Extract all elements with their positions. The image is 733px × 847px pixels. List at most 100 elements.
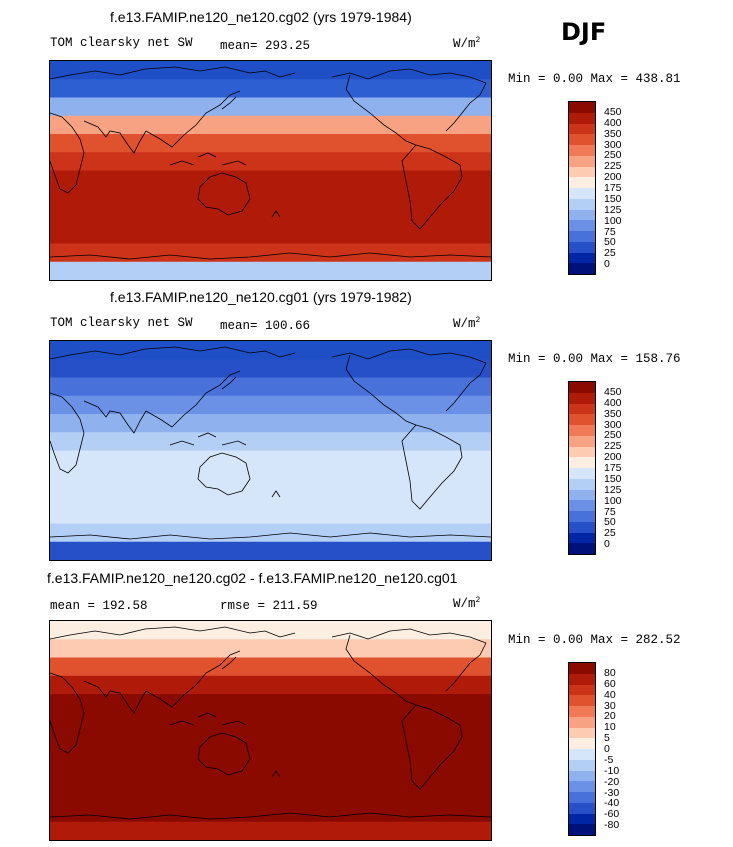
colorbar-tick-label: -20 xyxy=(604,775,620,788)
map-band xyxy=(50,97,491,117)
colorbar-swatch xyxy=(569,749,595,760)
colorbar-swatch xyxy=(569,684,595,696)
map-band xyxy=(50,79,491,99)
colorbar-swatch xyxy=(569,263,595,274)
colorbar-tick-label: 20 xyxy=(604,710,616,723)
panel3-minmax: Min = 0.00 Max = 282.52 xyxy=(508,633,681,647)
panel2-map xyxy=(49,340,492,561)
colorbar-swatch xyxy=(569,489,595,501)
map-band xyxy=(50,359,491,379)
map-band xyxy=(50,468,491,488)
panel3-mean-label: mean = 192.58 xyxy=(50,599,148,613)
colorbar-swatch xyxy=(569,198,595,210)
map-band xyxy=(50,712,491,732)
colorbar-swatch xyxy=(569,403,595,415)
map-band xyxy=(50,767,491,786)
map-band xyxy=(50,377,491,397)
colorbar-tick-label: 125 xyxy=(604,203,622,216)
colorbar-swatch xyxy=(569,102,595,113)
colorbar-tick-label: 350 xyxy=(604,127,622,140)
map-band xyxy=(50,541,491,560)
panel1-units: W/m2 xyxy=(453,36,481,52)
map-band xyxy=(50,748,491,768)
colorbar-swatch xyxy=(569,770,595,782)
panel2-units: W/m2 xyxy=(453,316,481,332)
colorbar-tick-label: 10 xyxy=(604,721,616,734)
colorbar-tick-label: 0 xyxy=(604,743,610,755)
colorbar-tick-label: 40 xyxy=(604,688,616,701)
map-band xyxy=(50,134,491,153)
colorbar-swatch xyxy=(569,500,595,511)
map-band xyxy=(50,61,491,80)
colorbar-swatch xyxy=(569,511,595,522)
colorbar-swatch xyxy=(569,781,595,792)
colorbar-tick-label: -30 xyxy=(604,786,620,799)
colorbar-tick-label: 250 xyxy=(604,429,622,442)
colorbar-tick-label: 175 xyxy=(604,462,622,474)
panel3-colorbar xyxy=(568,662,596,836)
colorbar-tick-label: 350 xyxy=(604,407,622,420)
colorbar-tick-label: 150 xyxy=(604,472,622,485)
colorbar-tick-label: 400 xyxy=(604,116,622,129)
colorbar-tick-label: 100 xyxy=(604,494,622,507)
colorbar-swatch xyxy=(569,532,595,544)
panel3-title: f.e13.FAMIP.ne120_ne120.cg02 - f.e13.FAM… xyxy=(47,570,458,586)
colorbar-swatch xyxy=(569,414,595,425)
colorbar-tick-label: 60 xyxy=(604,677,616,690)
colorbar-swatch xyxy=(569,241,595,253)
colorbar-tick-label: 0 xyxy=(604,258,610,271)
panel2-mean-label: mean= 100.66 xyxy=(220,319,311,333)
colorbar-tick-label: 300 xyxy=(604,418,622,431)
colorbar-tick-label: 200 xyxy=(604,451,622,464)
map-band xyxy=(50,694,491,713)
colorbar-tick-label: 150 xyxy=(604,192,622,205)
map-band xyxy=(50,188,491,208)
colorbar-swatch xyxy=(569,166,595,178)
map-band xyxy=(50,243,491,263)
map-band xyxy=(50,450,491,470)
colorbar-swatch xyxy=(569,478,595,490)
colorbar-swatch xyxy=(569,188,595,199)
map-band xyxy=(50,505,491,525)
colorbar-swatch xyxy=(569,727,595,739)
colorbar-tick-label: 200 xyxy=(604,171,622,184)
panel2-colorbar xyxy=(568,381,596,555)
panel1-title: f.e13.FAMIP.ne120_ne120.cg02 (yrs 1979-1… xyxy=(110,9,412,25)
colorbar-swatch xyxy=(569,155,595,167)
colorbar-swatch xyxy=(569,112,595,124)
panel2-variable-label: TOM clearsky net SW xyxy=(50,316,193,330)
map-band xyxy=(50,487,491,506)
panel1-colorbar xyxy=(568,101,596,275)
colorbar-tick-label: 175 xyxy=(604,182,622,194)
colorbar-tick-label: 100 xyxy=(604,214,622,227)
panel3-rmse-label: rmse = 211.59 xyxy=(220,599,318,613)
panel2-title: f.e13.FAMIP.ne120_ne120.cg01 (yrs 1979-1… xyxy=(110,289,412,305)
map-band xyxy=(50,639,491,659)
colorbar-tick-label: -40 xyxy=(604,797,620,810)
colorbar-swatch xyxy=(569,392,595,404)
map-band xyxy=(50,821,491,840)
colorbar-swatch xyxy=(569,759,595,771)
panel1-map xyxy=(49,60,492,281)
map-band xyxy=(50,341,491,360)
colorbar-tick-label: 25 xyxy=(604,527,616,540)
colorbar-swatch xyxy=(569,695,595,706)
map-band xyxy=(50,657,491,677)
panel1-minmax: Min = 0.00 Max = 438.81 xyxy=(508,72,681,86)
panel3-units: W/m2 xyxy=(453,596,481,612)
colorbar-tick-label: 450 xyxy=(604,385,622,398)
colorbar-tick-label: 50 xyxy=(604,236,616,249)
colorbar-swatch xyxy=(569,543,595,554)
map-band xyxy=(50,675,491,695)
map-band xyxy=(50,414,491,433)
map-band xyxy=(50,432,491,452)
colorbar-tick-label: 400 xyxy=(604,396,622,409)
colorbar-swatch xyxy=(569,706,595,717)
colorbar-tick-label: 25 xyxy=(604,247,616,260)
colorbar-swatch xyxy=(569,673,595,685)
colorbar-tick-label: -5 xyxy=(604,753,614,766)
map-band xyxy=(50,803,491,823)
colorbar-swatch xyxy=(569,382,595,393)
colorbar-tick-label: 50 xyxy=(604,516,616,529)
season-label: DJF xyxy=(561,18,607,46)
